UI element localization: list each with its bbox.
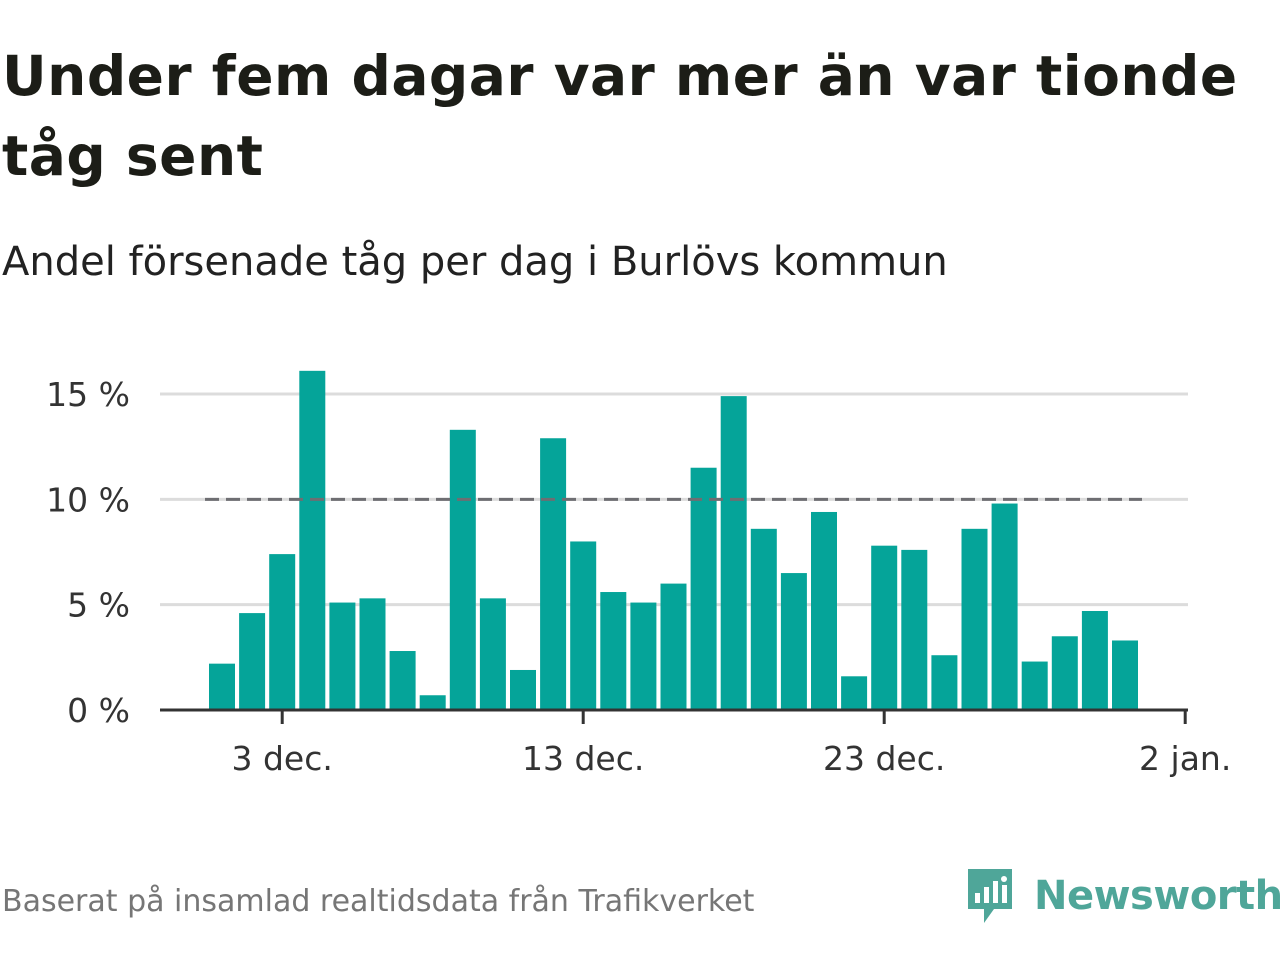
bar: 2018-12-17: 11.5 % [690, 467, 717, 710]
x-tick-label: 13 dec. [522, 739, 644, 778]
bar: 2018-12-18: 14.9 % [720, 396, 747, 710]
bar: 2018-12-16: 6 % [660, 583, 687, 710]
bar: 2018-12-14: 5.6 % [600, 592, 627, 710]
bar: 2018-12-26: 8.6 % [961, 528, 988, 710]
bar: 2018-12-04: 16.1 % [299, 370, 326, 710]
bar: 2018-12-09: 13.3 % [449, 429, 476, 710]
x-tick-label: 2 jan. [1139, 739, 1231, 778]
bar: 2018-12-02: 4.6 % [239, 613, 266, 710]
bar: 2018-12-21: 9.4 % [811, 511, 837, 710]
bar: 2018-12-31: 3.3 % [1112, 640, 1138, 710]
bar: 2018-12-15: 5.1 % [630, 602, 657, 710]
bar: 2018-12-06: 5.3 % [359, 598, 386, 710]
bar-chart: 2018-12-01: 2.2 %2018-12-02: 4.6 %2018-1… [46, 370, 1232, 778]
x-axis [160, 708, 1188, 724]
bar: 2018-12-03: 7.4 % [269, 554, 296, 710]
bar: 2018-12-25: 2.6 % [931, 655, 958, 710]
bar: 2018-12-29: 3.5 % [1051, 636, 1078, 710]
bar: 2018-12-19: 8.6 % [750, 528, 777, 710]
bar: 2018-12-27: 9.8 % [991, 503, 1018, 710]
bar: 2018-12-23: 7.8 % [871, 545, 898, 710]
y-tick-label: 0 % [67, 691, 130, 730]
brand-name: Newsworthy [1034, 873, 1280, 919]
x-tick-label: 3 dec. [232, 739, 333, 778]
chart-subtitle: Andel försenade tåg per dag i Burlövs ko… [2, 239, 948, 285]
y-axis-labels: 0 % 5 % 10 % 15 % [46, 375, 130, 730]
bar: 2018-12-11: 1.9 % [510, 669, 536, 710]
newsworthy-logo: Newsworthy [964, 864, 1280, 928]
y-tick-label: 5 % [67, 586, 130, 625]
newsworthy-logo-icon [968, 869, 1012, 923]
bar: 2018-12-01: 2.2 % [209, 663, 235, 710]
bar: 2018-12-30: 4.7 % [1081, 610, 1108, 710]
chart-title: Under fem dagar var mer än var tionde tå… [2, 44, 1238, 188]
bar: 2018-12-10: 5.3 % [479, 598, 506, 710]
bar: 2018-12-05: 5.1 % [329, 602, 356, 710]
y-tick-label: 15 % [46, 375, 130, 414]
bar: 2018-12-22: 1.6 % [841, 676, 868, 710]
bars: 2018-12-01: 2.2 %2018-12-02: 4.6 %2018-1… [209, 370, 1138, 710]
bar: 2018-12-13: 8 % [570, 541, 597, 710]
x-axis-labels: 3 dec. 13 dec. 23 dec. 2 jan. [232, 739, 1232, 778]
bar: 2018-12-24: 7.6 % [901, 549, 928, 710]
bar: 2018-12-08: 0.7 % [419, 695, 446, 710]
bar: 2018-12-28: 2.3 % [1021, 661, 1048, 710]
bar: 2018-12-12: 12.9 % [540, 438, 567, 710]
bar: 2018-12-07: 2.8 % [389, 651, 416, 710]
y-tick-label: 10 % [46, 480, 130, 519]
x-tick-label: 23 dec. [823, 739, 945, 778]
bar: 2018-12-20: 6.5 % [780, 573, 807, 710]
source-note: Baserat på insamlad realtidsdata från Tr… [2, 884, 755, 919]
